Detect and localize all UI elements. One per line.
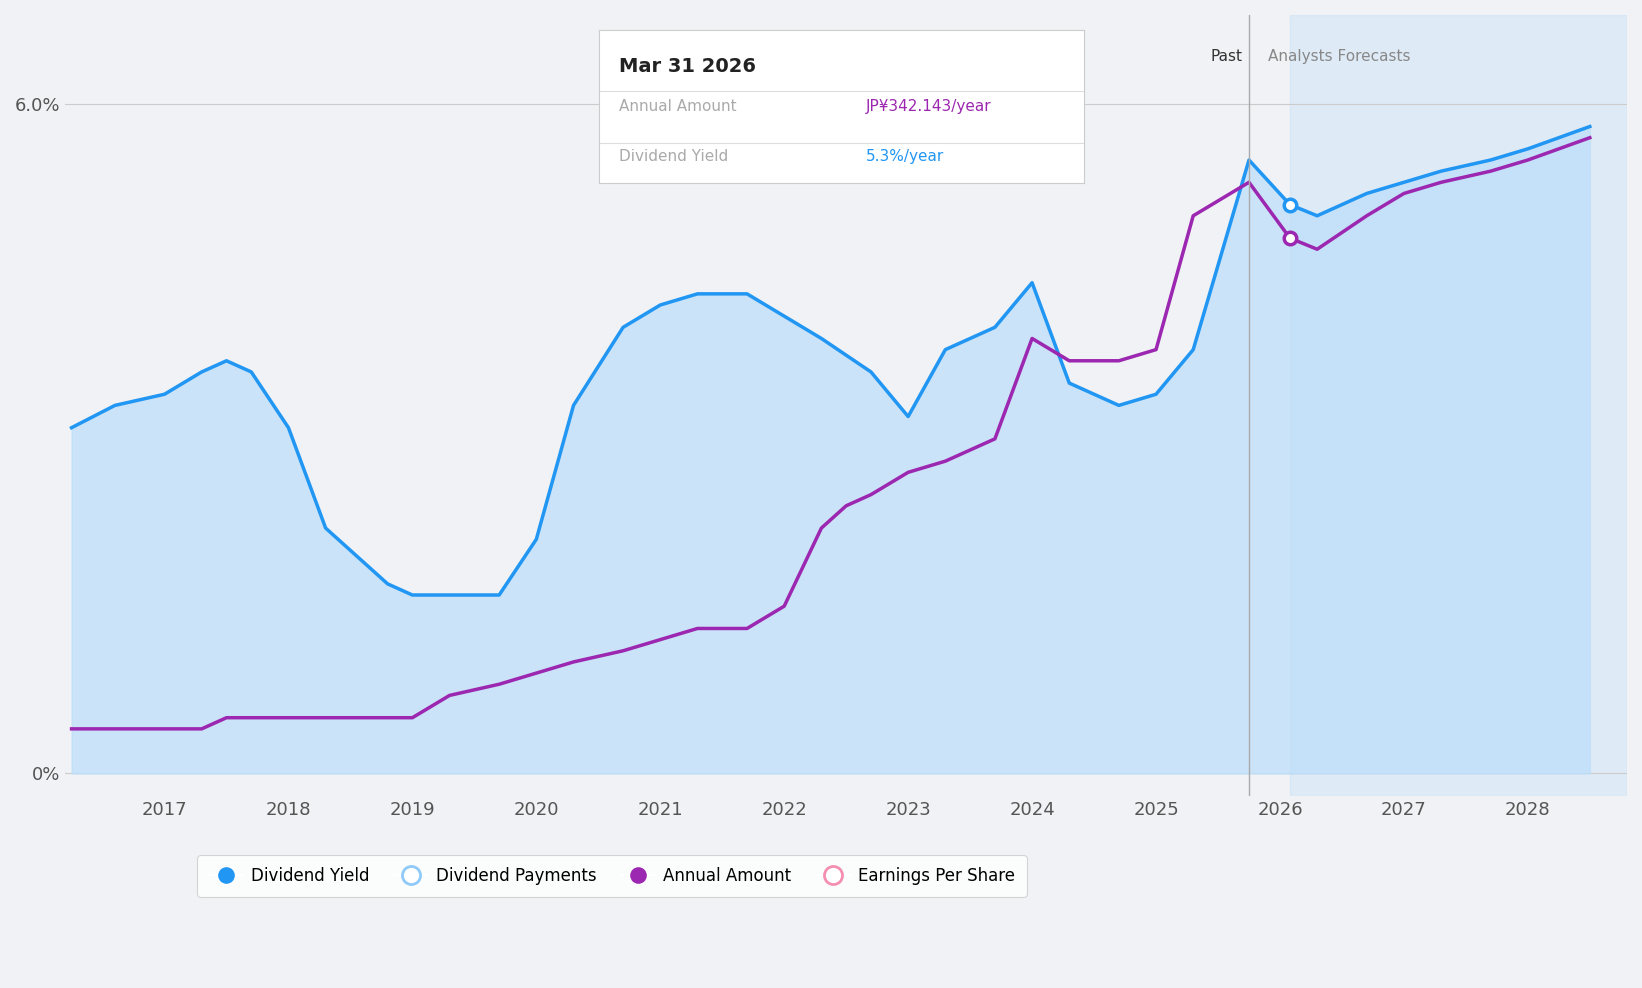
- Text: Annual Amount: Annual Amount: [619, 99, 736, 114]
- Text: Mar 31 2026: Mar 31 2026: [619, 57, 755, 76]
- Text: Dividend Yield: Dividend Yield: [619, 149, 727, 164]
- Legend: Dividend Yield, Dividend Payments, Annual Amount, Earnings Per Share: Dividend Yield, Dividend Payments, Annua…: [197, 856, 1026, 897]
- Text: Past: Past: [1210, 49, 1243, 64]
- Text: 5.3%/year: 5.3%/year: [865, 149, 944, 164]
- Text: Analysts Forecasts: Analysts Forecasts: [1268, 49, 1410, 64]
- Text: JP¥342.143/year: JP¥342.143/year: [865, 99, 992, 114]
- Bar: [1291, 15, 1627, 795]
